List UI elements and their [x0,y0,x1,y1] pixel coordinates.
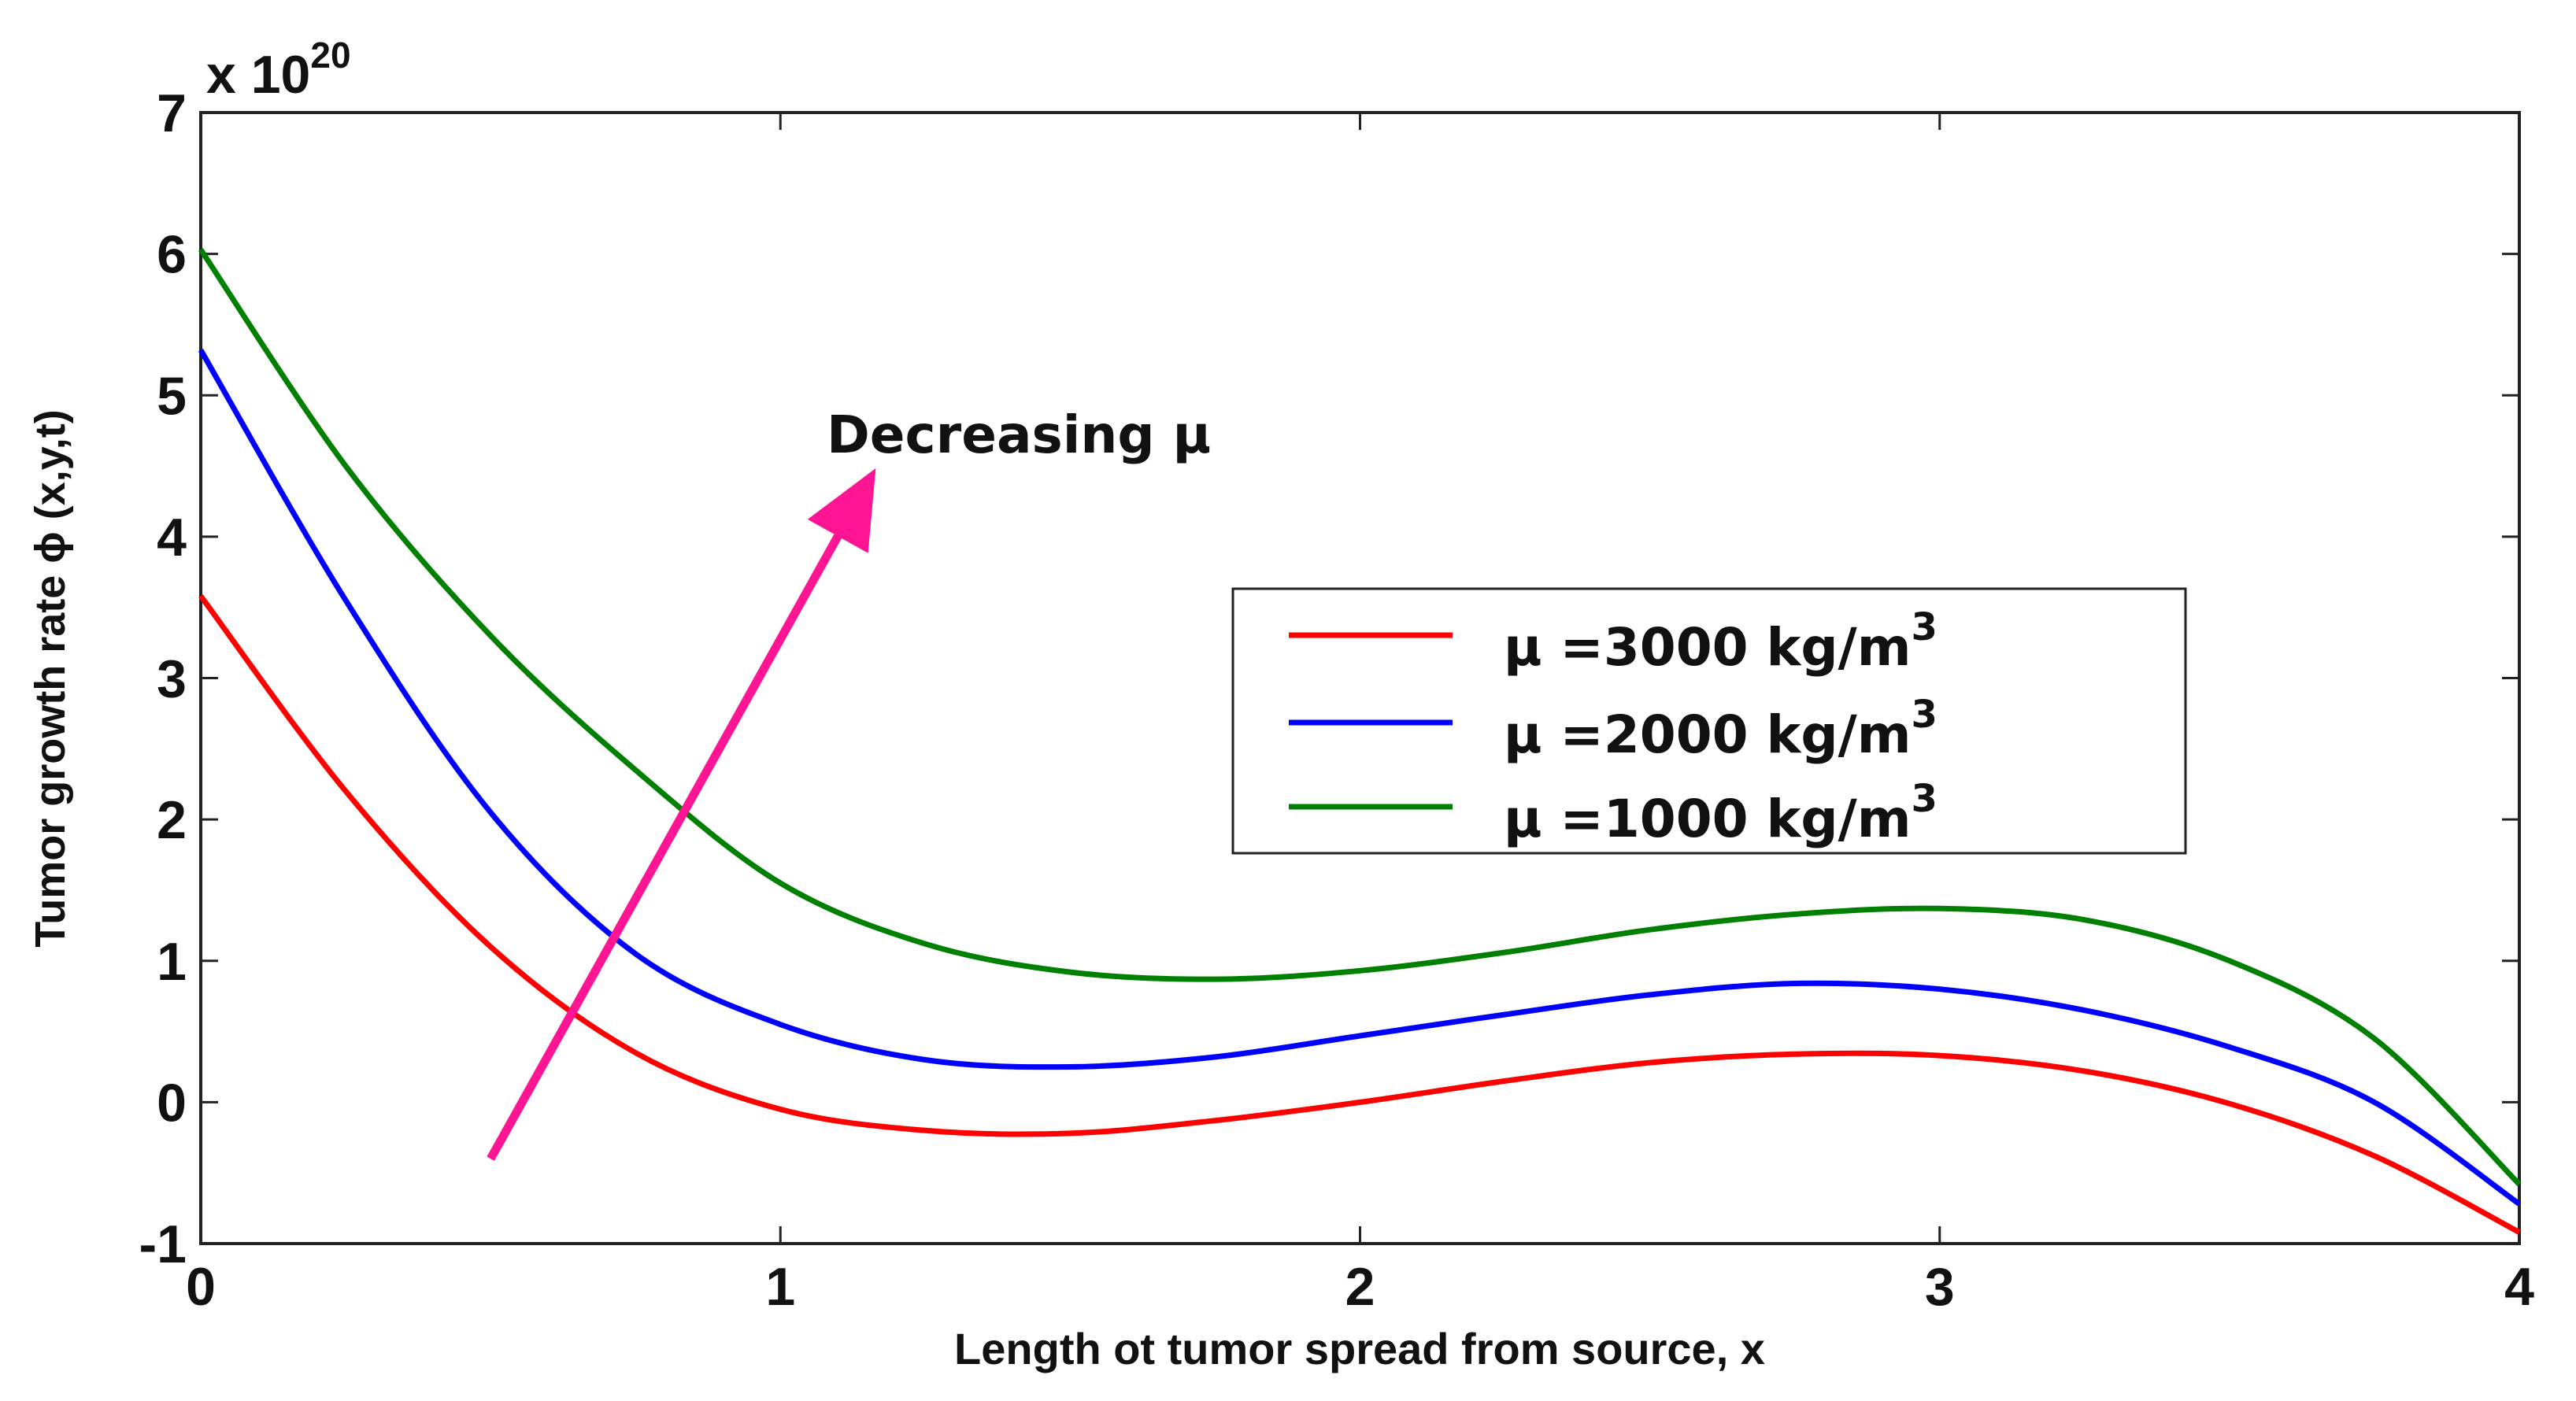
series-line-mu-3000 [198,594,2521,1235]
x-tick-label: 4 [2504,1257,2534,1317]
x-tick-label: 2 [1345,1257,1375,1317]
y-tick-label: 6 [157,225,187,285]
y-exponent-prefix: x 10 [206,45,310,105]
x-tick-label: 0 [186,1257,216,1317]
decreasing-mu-arrow [487,468,876,1161]
series-layer [198,248,2522,1235]
series-line-mu-2000 [198,349,2522,1207]
y-axis-label: Tumor growth rate ϕ (x,y,t) [27,409,74,948]
y-tick-label: 5 [157,366,187,426]
y-tick-label: 0 [157,1073,187,1133]
decreasing-mu-label: Decreasing μ [827,405,1211,465]
y-exponent: x 1020 [206,35,351,105]
legend-label-1000: μ =1000 kg/m3 [1504,777,1938,849]
x-tick-label: 3 [1925,1257,1955,1317]
y-tick-label: 2 [157,790,187,850]
y-tick-label: -1 [139,1214,187,1274]
y-tick-label: 1 [157,932,187,992]
series-line-mu-1000 [198,248,2522,1187]
legend-label-2000: μ =2000 kg/m3 [1504,693,1938,765]
y-exponent-power: 20 [310,35,350,76]
legend-label-3000: μ =3000 kg/m3 [1504,605,1938,678]
y-tick-label: 7 [157,83,187,143]
x-tick-label: 1 [765,1257,795,1317]
x-axis-label: Length ot tumor spread from source, x [954,1324,1765,1373]
legend: μ =3000 kg/m3 μ =2000 kg/m3 μ =1000 kg/m… [1231,587,2187,855]
y-tick-label: 3 [157,649,187,709]
y-tick-label: 4 [157,508,187,567]
